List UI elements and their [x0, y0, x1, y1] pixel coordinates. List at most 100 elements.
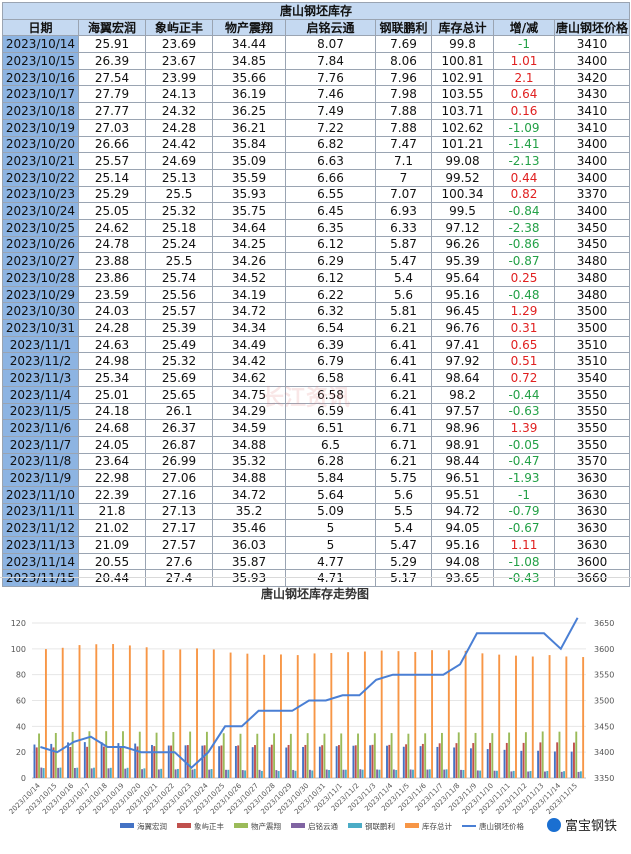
table-cell: 3630	[553, 485, 631, 504]
bar	[359, 769, 362, 778]
table-cell: 5.6	[375, 285, 432, 304]
bar	[498, 654, 501, 778]
table-row: 2023/10/21 25.57 24.69 35.09 6.63 7.1 99.08 -2.…	[2, 152, 631, 170]
change-cell: -2.13	[493, 152, 555, 170]
table-row: 2023/10/30 24.03 25.57 34.72 6.32 5.81 96.45 1.…	[2, 302, 631, 321]
table-cell: 24.18	[78, 402, 146, 421]
table-row: 2023/11/12 21.02 27.17 35.46 5 5.4 94.05 -0.67 3…	[2, 519, 631, 537]
bar	[395, 769, 398, 778]
bar	[225, 769, 227, 778]
bar	[40, 767, 43, 778]
change-cell: 1.01	[493, 52, 555, 70]
bar	[481, 653, 484, 778]
table-cell: 94.05	[431, 519, 494, 537]
table-cell: 5.09	[285, 502, 376, 521]
table-row: 2023/10/26 24.78 25.24 34.25 6.12 5.87 96.26 -0…	[2, 235, 631, 254]
date-cell: 2023/11/9	[2, 469, 79, 487]
table-cell: 3630	[553, 469, 631, 487]
bar	[520, 750, 523, 778]
table-cell: 36.19	[212, 85, 286, 104]
table-cell: 6.51	[285, 419, 376, 437]
table-cell: 103.71	[431, 102, 494, 120]
change-cell: 0.31	[493, 319, 555, 337]
table-row: 2023/10/20 26.66 24.42 35.84 6.82 7.47 101.21-…	[2, 135, 631, 154]
table-row: 2023/11/6 24.68 26.37 34.59 6.51 6.71 98.96 1.3…	[2, 419, 631, 437]
table-cell: 93.65	[431, 569, 494, 588]
bar	[273, 733, 276, 778]
bar	[57, 767, 60, 778]
bar	[563, 771, 566, 778]
table-cell: 5.4	[375, 269, 432, 287]
table-cell: 23.69	[145, 35, 213, 54]
table-cell: 7.84	[285, 52, 376, 70]
bar	[409, 769, 412, 778]
bar	[246, 653, 249, 778]
bar	[579, 771, 582, 778]
table-cell: 96.45	[431, 302, 494, 321]
bar	[117, 743, 120, 778]
date-cell: 2023/11/1	[2, 335, 79, 354]
change-cell: 0.72	[493, 369, 555, 387]
table-cell: 35.46	[212, 519, 286, 537]
bar	[44, 649, 47, 778]
table-cell: 27.06	[145, 469, 213, 487]
chart-right-axis: 3350 3400 3450 3500 3550 3600 3650	[594, 619, 614, 783]
column-header: 海翼宏润	[78, 18, 146, 37]
bar	[335, 746, 338, 778]
brand-logo-icon	[546, 817, 561, 832]
table-cell: 101.21	[431, 135, 494, 154]
table-cell: 95.16	[431, 536, 494, 554]
y-tick-label: 0	[21, 774, 26, 783]
bar	[361, 769, 364, 778]
column-header: 物产震翔	[212, 18, 286, 37]
bar	[369, 745, 372, 778]
bar	[270, 744, 273, 778]
bar	[102, 746, 105, 778]
bar	[76, 767, 79, 778]
change-cell: -1	[493, 485, 555, 504]
table-cell: 34.52	[212, 269, 286, 287]
table-cell: 3400	[553, 202, 631, 220]
date-cell: 2023/10/27	[2, 252, 79, 270]
bar	[371, 744, 374, 778]
bar	[424, 733, 427, 778]
table-cell: 25.57	[78, 152, 146, 170]
table-cell: 95.39	[431, 252, 494, 270]
table-cell: 3510	[553, 335, 631, 354]
bar	[524, 732, 527, 778]
table-cell: 34.85	[212, 52, 286, 70]
table-cell: 94.72	[431, 502, 494, 521]
bar	[376, 769, 379, 778]
bar	[239, 733, 242, 778]
bar	[553, 751, 556, 778]
table-cell: 5.4	[375, 519, 432, 537]
bar	[388, 744, 391, 778]
bar	[556, 742, 559, 778]
table-row: 2023/10/19 27.03 24.28 36.21 7.22 7.88 102.62-…	[2, 118, 631, 137]
date-cell: 2023/11/10	[2, 485, 79, 504]
table-cell: 3500	[553, 302, 631, 321]
bar	[155, 732, 158, 778]
date-cell: 2023/11/13	[2, 536, 79, 554]
bar	[313, 653, 316, 778]
bar	[544, 771, 546, 778]
table-cell: 6.71	[375, 419, 432, 437]
bar	[414, 651, 417, 778]
bar	[443, 769, 446, 778]
bar	[386, 745, 388, 778]
table-cell: 21.02	[78, 519, 146, 537]
bar	[474, 732, 477, 778]
table-cell: 7	[375, 168, 432, 187]
bar	[505, 742, 508, 778]
bar	[35, 747, 38, 778]
bar	[457, 732, 460, 778]
brand-mark: 富宝钢铁	[546, 815, 617, 834]
table-cell: 98.96	[431, 419, 494, 437]
bar	[522, 742, 525, 778]
bar	[340, 733, 343, 778]
table-cell: 36.25	[212, 102, 286, 120]
inventory-table: 唐山钢坯库存 日期 海翼宏润 象屿正丰 物产震翔 启铭云通 钢联鹏利 库存总计 增/减 唐山钢坯…	[1, 2, 631, 588]
bar	[145, 647, 148, 778]
change-cell: -1.09	[493, 118, 555, 137]
table-cell: 24.03	[78, 302, 146, 321]
